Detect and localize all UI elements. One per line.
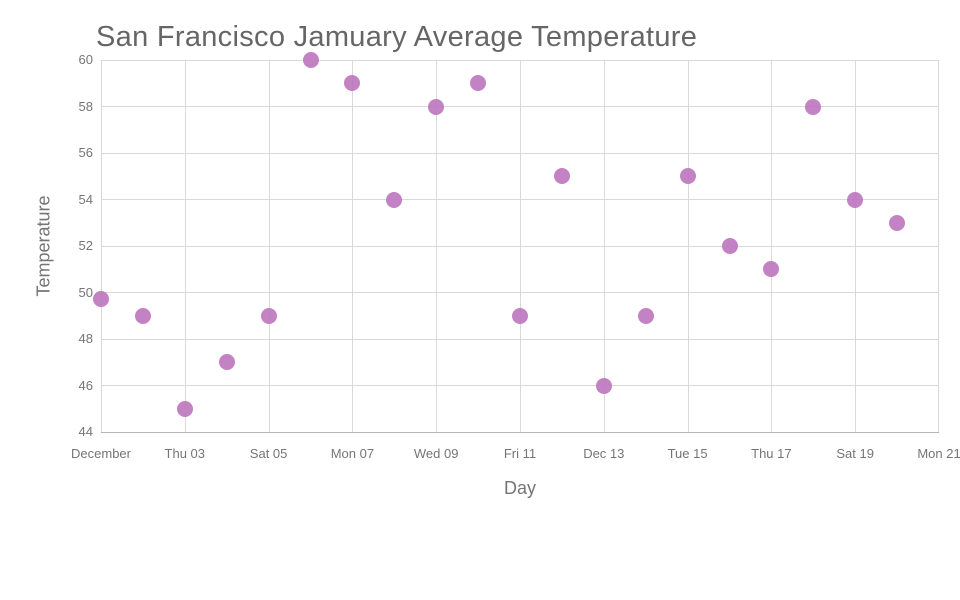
v-gridline <box>268 60 270 432</box>
chart-title: San Francisco Jamuary Average Temperatur… <box>96 21 698 53</box>
v-gridline <box>520 60 521 432</box>
v-gridline <box>938 60 939 432</box>
v-gridline <box>603 60 605 432</box>
data-point[interactable] <box>637 307 654 324</box>
data-point[interactable] <box>344 75 361 92</box>
x-tick-label: Mon 07 <box>330 446 375 461</box>
data-point[interactable] <box>553 168 570 185</box>
y-tick-label: 56 <box>78 145 93 160</box>
y-tick-label: 48 <box>78 331 93 346</box>
x-axis-title: Day <box>503 478 537 498</box>
y-tick-label: 58 <box>78 98 93 114</box>
x-tick-label: December <box>71 446 131 461</box>
plot-area <box>93 52 939 433</box>
v-gridline <box>436 60 438 432</box>
data-point[interactable] <box>176 400 193 417</box>
v-gridline <box>101 60 102 432</box>
data-point[interactable] <box>428 98 445 115</box>
data-point[interactable] <box>512 307 528 324</box>
v-gridline <box>771 60 773 432</box>
data-point[interactable] <box>386 191 403 208</box>
y-tick-label: 50 <box>78 284 93 300</box>
x-tick-label: Sat 05 <box>249 446 288 461</box>
v-gridline <box>352 60 354 432</box>
x-tick-label: Sat 19 <box>836 446 874 461</box>
y-tick-label: 52 <box>78 238 93 253</box>
data-point[interactable] <box>218 354 235 371</box>
data-point[interactable] <box>721 238 738 254</box>
data-point[interactable] <box>595 377 612 394</box>
x-tick-label: Thu 03 <box>164 446 206 461</box>
y-tick-label: 54 <box>78 191 93 207</box>
y-tick-label: 46 <box>78 377 93 393</box>
x-tick-label: Thu 17 <box>751 446 792 461</box>
data-point[interactable] <box>470 75 487 92</box>
v-gridline <box>687 60 689 432</box>
data-point[interactable] <box>847 191 864 208</box>
data-point[interactable] <box>134 307 151 324</box>
x-tick-label: Tue 15 <box>667 446 708 461</box>
data-point[interactable] <box>93 291 109 308</box>
v-gridline <box>184 60 186 432</box>
x-tick-label: Dec 13 <box>583 446 625 461</box>
x-tick-label: Fri 11 <box>503 446 537 461</box>
data-point[interactable] <box>763 261 780 278</box>
v-gridline <box>855 60 857 432</box>
y-tick-label: 44 <box>78 424 93 439</box>
x-axis-line <box>101 431 939 433</box>
data-point[interactable] <box>889 214 906 231</box>
x-tick-label: Wed 09 <box>413 446 459 461</box>
data-point[interactable] <box>679 168 696 185</box>
x-tick-label: Mon 21 <box>917 446 960 461</box>
data-point[interactable] <box>302 52 319 68</box>
y-tick-label: 60 <box>78 52 93 67</box>
data-point[interactable] <box>260 307 277 324</box>
data-point[interactable] <box>805 98 822 115</box>
